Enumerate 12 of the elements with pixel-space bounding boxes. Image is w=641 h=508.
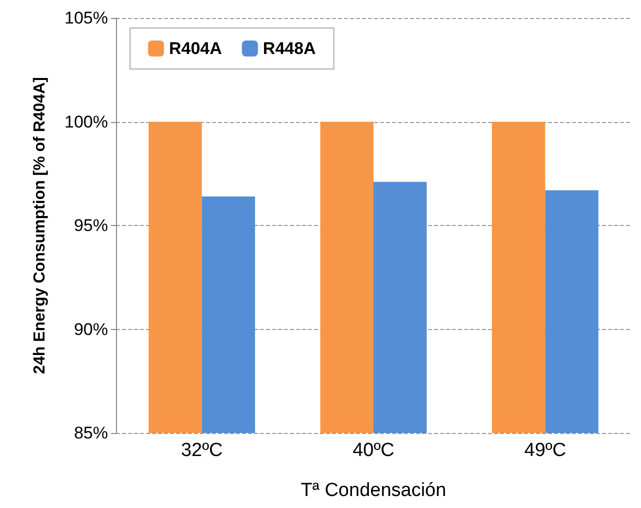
x-axis-title: Tª Condensación: [300, 480, 446, 501]
x-tick-label: 40ºC: [352, 440, 394, 461]
y-tick-label: 95%: [74, 216, 108, 235]
y-axis-title: 24h Energy Consumption [% of R404A]: [32, 77, 48, 374]
x-tick-label: 49ºC: [524, 440, 566, 461]
legend-label: R404A: [169, 39, 222, 58]
y-tick-label: 105%: [64, 8, 108, 28]
x-tick-label: 32ºC: [180, 440, 223, 461]
y-tick-label: 90%: [74, 320, 108, 339]
y-tick-label: 85%: [74, 424, 108, 442]
legend-label: R448A: [262, 39, 316, 58]
y-tick-label: 100%: [64, 112, 108, 132]
